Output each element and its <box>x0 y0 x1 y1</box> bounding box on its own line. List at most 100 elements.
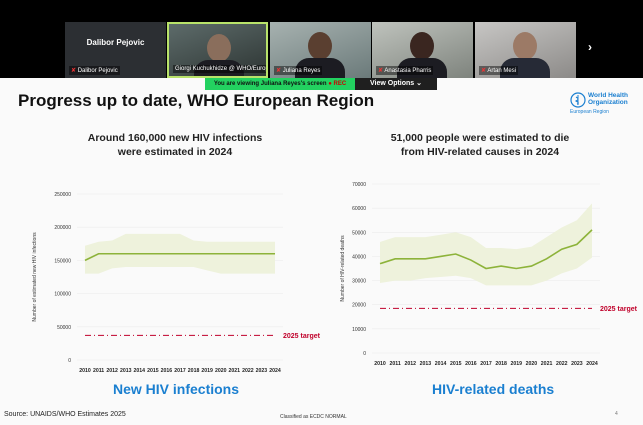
page-number: 4 <box>615 411 618 417</box>
video-feed-body <box>194 60 244 76</box>
x-tick-label: 2022 <box>556 361 568 367</box>
y-tick-label: 50000 <box>352 230 366 236</box>
view-options-button[interactable]: View Options ⌄ <box>355 78 437 90</box>
video-feed <box>308 32 332 60</box>
left-chart-label: New HIV infections <box>113 381 240 397</box>
participant-label: ✘ Artan Mesi <box>479 66 519 75</box>
participant-tile[interactable]: ✘ Anastasia Pharris <box>372 22 473 78</box>
logo-line1: World Health <box>588 92 628 99</box>
logo-line2: Organization <box>588 99 628 106</box>
y-axis-label: Number of estimated new HIV infections <box>32 232 38 322</box>
logo-region: European Region <box>570 109 609 115</box>
x-tick-label: 2014 <box>435 361 447 367</box>
x-tick-label: 2014 <box>134 368 146 374</box>
participant-label: ✘ Dalibor Pejovic <box>69 66 120 75</box>
participant-label-text: Juliana Reyes <box>282 68 321 74</box>
participant-label-text: Anastasia Pharris <box>384 68 432 74</box>
participant-tile[interactable]: Giorgi Kuchukhidze @ WHO/Europe <box>167 22 268 78</box>
deaths-chart: 0 10000 20000 30000 40000 50000 60000 70000 2010… <box>340 182 638 367</box>
x-tick-label: 2023 <box>256 368 268 374</box>
x-tick-label: 2012 <box>405 361 417 367</box>
x-tick-label: 2021 <box>229 368 241 374</box>
right-title-line2: from HIV-related causes in 2024 <box>400 146 560 158</box>
participant-name: Dalibor Pejovic <box>86 38 145 47</box>
x-tick-label: 2020 <box>526 361 538 367</box>
uncertainty-band <box>380 203 592 286</box>
y-axis-label: Number of HIV-related deaths <box>340 235 346 302</box>
x-tick-label: 2013 <box>120 368 132 374</box>
who-logo: World Health Organization European Region <box>570 92 640 116</box>
y-tick-label: 50000 <box>57 325 71 331</box>
mic-muted-icon: ✘ <box>378 68 384 74</box>
participant-tile[interactable]: Dalibor Pejovic ✘ Dalibor Pejovic <box>65 22 166 78</box>
left-title-line1: Around 160,000 new HIV infections <box>87 132 263 144</box>
target-label: 2025 target <box>600 306 638 313</box>
x-tick-label: 2011 <box>390 361 401 367</box>
rec-indicator: ● REC <box>328 81 347 87</box>
y-tick-label: 0 <box>68 358 71 364</box>
participant-tile[interactable]: ✘ Artan Mesi <box>475 22 576 78</box>
x-tick-label: 2011 <box>93 368 104 374</box>
y-tick-label: 10000 <box>352 327 366 333</box>
video-feed-body <box>397 58 447 78</box>
video-feed-body <box>295 58 345 78</box>
right-chart-title: 51,000 people were estimated to die from … <box>360 131 600 159</box>
x-tick-label: 2021 <box>541 361 553 367</box>
chevron-right-icon[interactable]: › <box>588 40 592 54</box>
x-tick-label: 2015 <box>450 361 462 367</box>
left-chart-title: Around 160,000 new HIV infections were es… <box>60 131 290 159</box>
participant-tile[interactable]: ✘ Juliana Reyes <box>270 22 371 78</box>
who-logo-text: World Health Organization <box>588 92 628 106</box>
y-tick-label: 40000 <box>352 254 366 260</box>
x-tick-label: 2013 <box>420 361 432 367</box>
right-title-line1: 51,000 people were estimated to die <box>390 132 570 144</box>
mic-muted-icon: ✘ <box>276 68 282 74</box>
y-tick-label: 250000 <box>54 192 71 198</box>
y-tick-label: 150000 <box>54 258 71 264</box>
target-label: 2025 target <box>283 333 320 340</box>
participant-label-text: Dalibor Pejovic <box>77 68 118 74</box>
x-tick-label: 2022 <box>242 368 254 374</box>
x-tick-label: 2018 <box>495 361 507 367</box>
participant-label: ✘ Juliana Reyes <box>274 66 323 75</box>
x-tick-label: 2016 <box>465 361 477 367</box>
x-tick-label: 2024 <box>269 368 281 374</box>
y-tick-label: 60000 <box>352 206 366 212</box>
video-feed <box>207 34 231 62</box>
slide-title: Progress up to date, WHO European Region <box>18 91 375 110</box>
x-tick-label: 2010 <box>374 361 386 367</box>
x-tick-label: 2017 <box>174 368 186 374</box>
x-tick-label: 2017 <box>480 361 492 367</box>
screen-share-banner: You are viewing Juliana Reyes's screen ●… <box>205 78 355 90</box>
mic-muted-icon: ✘ <box>481 68 487 74</box>
y-tick-label: 200000 <box>54 225 71 231</box>
participant-label: Giorgi Kuchukhidze @ WHO/Europe <box>173 65 266 73</box>
x-tick-label: 2019 <box>201 368 213 374</box>
participant-strip: Dalibor Pejovic ✘ Dalibor Pejovic Giorgi… <box>0 0 643 78</box>
x-tick-label: 2018 <box>188 368 200 374</box>
new-infections-chart: 0 50000 100000 150000 200000 250000 2010 2011 20… <box>32 192 320 374</box>
x-tick-label: 2020 <box>215 368 227 374</box>
y-tick-label: 100000 <box>54 292 71 298</box>
source-note: Source: UNAIDS/WHO Estimates 2025 <box>4 411 126 418</box>
left-title-line2: were estimated in 2024 <box>117 146 233 158</box>
who-emblem-icon <box>570 92 586 108</box>
classification-note: Classified as ECDC NORMAL <box>280 414 347 420</box>
mic-muted-icon: ✘ <box>71 68 77 74</box>
x-tick-label: 2023 <box>571 361 583 367</box>
x-tick-label: 2019 <box>511 361 523 367</box>
video-feed <box>410 32 434 60</box>
y-tick-label: 70000 <box>352 182 366 188</box>
right-chart-label: HIV-related deaths <box>432 381 555 397</box>
banner-text: You are viewing Juliana Reyes's screen <box>213 81 327 87</box>
x-tick-label: 2024 <box>586 361 598 367</box>
participant-label: ✘ Anastasia Pharris <box>376 66 434 75</box>
x-tick-label: 2016 <box>161 368 173 374</box>
y-tick-label: 30000 <box>352 279 366 285</box>
video-feed-body <box>500 58 550 78</box>
y-tick-label: 0 <box>363 351 366 357</box>
video-feed <box>513 32 537 60</box>
y-tick-label: 20000 <box>352 303 366 309</box>
x-tick-label: 2015 <box>147 368 159 374</box>
x-tick-label: 2010 <box>79 368 91 374</box>
